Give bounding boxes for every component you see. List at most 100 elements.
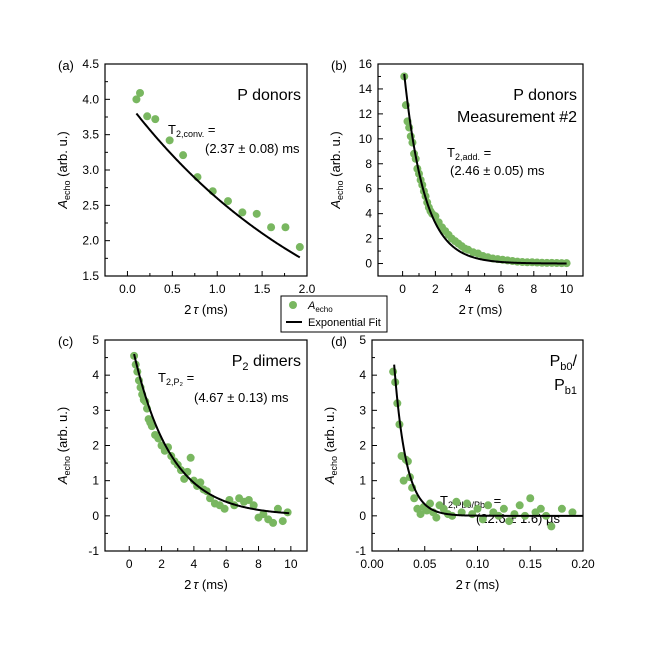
x-tick-label: 2 (432, 282, 439, 296)
y-tick-label: 4 (365, 207, 372, 221)
data-point (410, 494, 419, 503)
data-point (478, 515, 487, 524)
y-axis-label: Aecho (arb. u.) (55, 407, 72, 485)
data-point (223, 197, 232, 206)
time-constant-value: (2.37 ± 0.08) ms (205, 141, 300, 156)
y-axis-label: Aecho (arb. u.) (322, 407, 339, 485)
data-point (259, 510, 268, 519)
x-tick-label: 0.00 (360, 557, 384, 571)
legend-label-aecho: Aecho (307, 300, 333, 314)
data-point (452, 497, 461, 506)
x-tick-label: 8 (255, 557, 262, 571)
y-tick-label: 4.0 (82, 92, 99, 106)
panel-title: Pb1 (554, 377, 577, 397)
data-point (220, 504, 229, 513)
x-tick-label: 0.20 (571, 557, 595, 571)
data-point (143, 112, 152, 121)
y-tick-label: 4.5 (82, 57, 99, 71)
panel-a: 0.0 0.5 1.0 1.5 2.0 1.5 2.0 2.5 3.0 3.5 4.0 4.5 2 τ (… (55, 57, 316, 317)
panel-title: P2 dimers (232, 353, 301, 373)
x-tick-label: 6 (498, 282, 505, 296)
data-point (244, 496, 253, 505)
data-point (536, 504, 545, 513)
data-point (557, 504, 566, 513)
y-axis-label: Aecho (arb. u.) (328, 131, 345, 209)
legend-marker (289, 301, 297, 309)
x-tick-label: 1.5 (254, 282, 271, 296)
y-tick-label: 1 (359, 474, 366, 488)
y-tick-label: 3.5 (82, 128, 99, 142)
data-point (132, 95, 141, 104)
legend: Aecho Exponential Fit (280, 295, 388, 333)
data-point (526, 494, 535, 503)
exponential-fit-line (403, 73, 567, 265)
y-tick-label: -1 (88, 544, 99, 558)
y-tick-label: 12 (359, 107, 373, 121)
y-tick-label: 2.0 (82, 234, 99, 248)
panel-letter: (d) (331, 334, 347, 349)
legend-label-fit: Exponential Fit (308, 317, 381, 329)
y-tick-label: 1.5 (82, 269, 99, 283)
data-point (136, 88, 145, 97)
x-tick-label: 2 (158, 557, 165, 571)
y-tick-label: 5 (359, 333, 366, 347)
data-point (484, 501, 493, 510)
panel-title: Measurement #2 (457, 109, 577, 126)
x-tick-label: 0.5 (164, 282, 181, 296)
time-constant-label: T2,add. = (447, 145, 491, 162)
x-tick-label: 0 (126, 557, 133, 571)
y-tick-label: 3 (92, 403, 99, 417)
data-point (499, 504, 508, 513)
y-tick-label: 1 (92, 474, 99, 488)
data-point (273, 504, 282, 513)
x-tick-label: 4 (465, 282, 472, 296)
y-tick-label: 0 (92, 509, 99, 523)
exponential-fit-line (135, 112, 301, 259)
panel-title: P donors (513, 87, 577, 104)
y-tick-label: 0 (365, 257, 372, 271)
panel-d: 0.00 0.05 0.10 0.15 0.20 -1 0 1 2 3 4 5 2 τ (ms) Aecho… (322, 333, 595, 592)
data-point (399, 476, 408, 485)
y-tick-label: 0 (359, 509, 366, 523)
data-point (473, 504, 482, 513)
data-point (281, 223, 290, 232)
data-point (462, 499, 471, 508)
data-point (196, 478, 205, 487)
data-point (505, 517, 514, 526)
data-point (510, 510, 519, 519)
x-tick-label: 10 (560, 282, 574, 296)
data-point (147, 422, 156, 431)
y-tick-label: -1 (355, 544, 366, 558)
data-point (416, 510, 425, 519)
data-point (295, 243, 304, 252)
data-point (432, 513, 441, 522)
data-point (180, 474, 189, 483)
time-constant-label: T2,conv. = (168, 122, 216, 139)
data-point (186, 453, 195, 462)
data-point (515, 501, 524, 510)
y-tick-label: 3.0 (82, 163, 99, 177)
x-tick-label: 0 (399, 282, 406, 296)
y-tick-label: 6 (365, 182, 372, 196)
y-tick-label: 10 (359, 132, 373, 146)
data-point (238, 208, 247, 217)
x-tick-label: 0.0 (119, 282, 136, 296)
y-tick-label: 2 (92, 439, 99, 453)
panel-title: P donors (237, 87, 301, 104)
x-tick-label: 0.15 (519, 557, 543, 571)
plot-area (130, 351, 292, 527)
x-tick-label: 0.10 (466, 557, 490, 571)
data-point (267, 223, 276, 232)
y-tick-label: 2.5 (82, 198, 99, 212)
y-tick-label: 14 (359, 82, 373, 96)
data-point (179, 151, 188, 160)
plot-area (400, 72, 571, 268)
y-tick-label: 8 (365, 157, 372, 171)
data-point (252, 209, 261, 218)
time-constant-value: (4.67 ± 0.13) ms (194, 390, 289, 405)
exponential-fit-line (133, 353, 290, 515)
panel-letter: (c) (58, 334, 73, 349)
